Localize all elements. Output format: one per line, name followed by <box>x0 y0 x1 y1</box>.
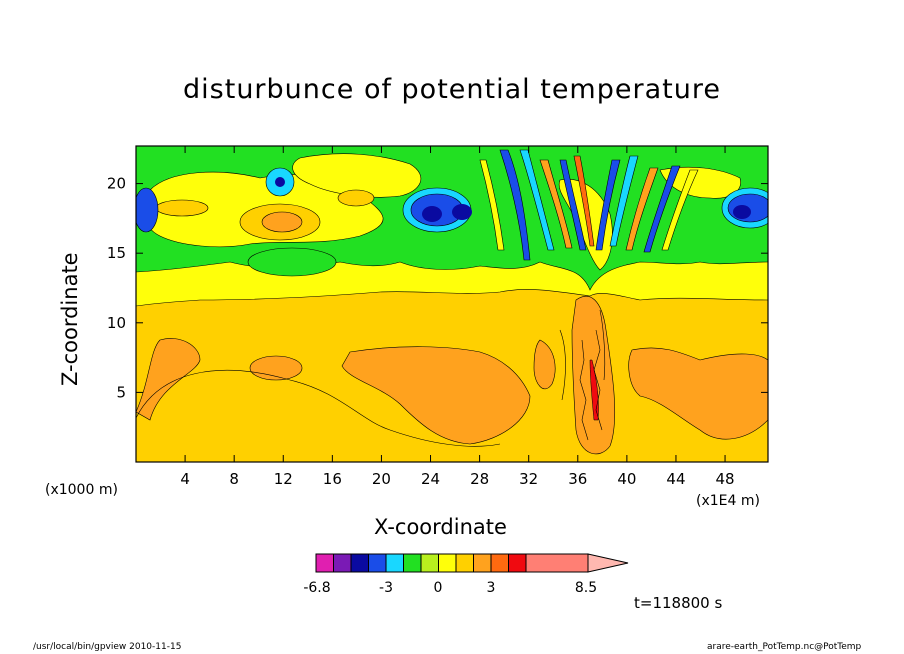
y-ticks: 5 10 15 20 <box>107 175 768 401</box>
x-axis-label: X-coordinate <box>374 515 507 539</box>
x-tick-label: 40 <box>617 470 636 488</box>
colorbar-swatch <box>473 553 492 573</box>
fill-blue-cell-5 <box>136 187 159 233</box>
x-tick-label: 48 <box>716 470 735 488</box>
footer-right: arare-earth_PotTemp.nc@PotTemp <box>707 642 862 652</box>
fill-orange-low-1 <box>136 338 201 421</box>
y-tick-label: 20 <box>107 175 126 193</box>
x-tick-label: 16 <box>323 470 342 488</box>
fill-yo-upper-2 <box>155 199 209 217</box>
fill-red-streaks <box>589 359 599 421</box>
colorbar: -6.8 -3 0 3 8.5 <box>303 553 629 596</box>
colorbar-swatch <box>438 553 457 573</box>
fill-orange-low-4 <box>533 339 556 390</box>
y-tick-label: 15 <box>107 244 126 262</box>
x-unit-right-label: (x1E4 m) <box>696 493 760 509</box>
fill-orange-low-6 <box>628 347 768 440</box>
colorbar-label: 8.5 <box>575 580 597 596</box>
colorbar-swatch <box>508 553 527 573</box>
fill-yellow-patch-2 <box>292 153 422 198</box>
colorbar-swatch <box>490 553 509 573</box>
plot-frame <box>135 145 769 463</box>
fill-navy-cell-3 <box>452 204 472 220</box>
streaks <box>479 149 699 261</box>
colorbar-arrow <box>587 553 629 573</box>
x-unit-left-label: (x1000 m) <box>45 482 118 498</box>
x-tick-label: 4 <box>180 470 190 488</box>
colorbar-swatch <box>385 553 404 573</box>
fill-navy-cell-2 <box>422 206 442 222</box>
colorbar-swatch <box>333 553 352 573</box>
x-tick-label: 32 <box>519 470 538 488</box>
chart-title: disturbunce of potential temperature <box>183 74 721 105</box>
fill-blue-cell-4 <box>727 193 768 223</box>
colorbar-swatch <box>315 553 334 573</box>
contour-fill-layer <box>136 146 768 462</box>
fill-navy-dot <box>275 177 285 187</box>
colorbar-swatch <box>368 553 387 573</box>
y-tick-label: 10 <box>107 314 126 332</box>
colorbar-label: -6.8 <box>303 580 330 596</box>
colorbar-swatch <box>350 553 369 573</box>
x-tick-label: 28 <box>470 470 489 488</box>
colorbar-swatch <box>455 553 474 573</box>
footer-left: /usr/local/bin/gpview 2010-11-15 <box>33 642 182 652</box>
contour-lines <box>136 309 606 447</box>
x-tick-label: 44 <box>666 470 685 488</box>
fill-orange-upper-1 <box>261 211 303 233</box>
colorbar-label: 0 <box>434 580 443 596</box>
colorbar-swatch <box>525 553 589 573</box>
fill-navy-cell-4 <box>733 205 751 219</box>
colorbar-label: 3 <box>487 580 496 596</box>
colorbar-swatch <box>420 553 439 573</box>
x-tick-label: 20 <box>372 470 391 488</box>
fill-orange-low-3 <box>341 346 531 445</box>
fill-green-cell <box>247 247 337 277</box>
y-axis-label: Z-coordinate <box>58 252 82 386</box>
colorbar-swatch <box>403 553 422 573</box>
fill-yo-upper-3 <box>337 189 375 207</box>
x-ticks: 4 8 12 16 20 24 28 32 36 40 44 48 <box>180 146 735 488</box>
y-tick-label: 5 <box>116 383 126 401</box>
x-tick-label: 12 <box>274 470 293 488</box>
x-tick-label: 36 <box>568 470 587 488</box>
x-tick-label: 24 <box>421 470 440 488</box>
x-tick-label: 8 <box>229 470 239 488</box>
time-label: t=118800 s <box>634 594 723 612</box>
fill-orange-low-2 <box>249 355 303 381</box>
colorbar-label: -3 <box>379 580 393 596</box>
